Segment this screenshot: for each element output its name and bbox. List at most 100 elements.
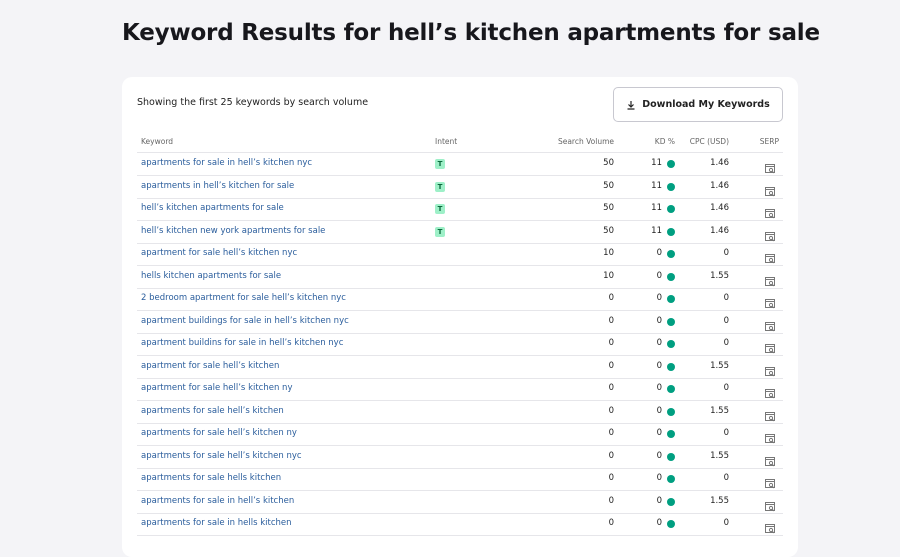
keyword-link[interactable]: apartments for sale hell’s kitchen nyc: [141, 450, 302, 461]
kd-value: 0: [656, 248, 662, 258]
table-row: hell’s kitchen apartments for sale T 50 11 1…: [137, 198, 783, 223]
cpc-value: 1.55: [710, 405, 729, 416]
table-row: apartments for sale in hell’s kitchen ny…: [137, 153, 783, 178]
kd-value: 0: [656, 383, 662, 393]
kd-value: 0: [656, 428, 662, 438]
keyword-link[interactable]: hell’s kitchen new york apartments for s…: [141, 225, 326, 236]
cpc-value: 0: [723, 428, 729, 438]
cpc-value: 0: [723, 518, 729, 528]
summary: Showing the first 25 keywords by search …: [137, 97, 369, 108]
cpc-value: 1.46: [710, 203, 729, 213]
cpc-value: 1.46: [710, 158, 729, 168]
kd-indicator: [667, 497, 675, 506]
serp-icon[interactable]: [765, 384, 776, 403]
table-row: apartment buildins for sale in hell’s ki…: [137, 333, 783, 358]
serp-icon[interactable]: [765, 519, 776, 538]
search-volume: 0: [608, 293, 614, 303]
kd-indicator: [667, 227, 675, 236]
table-row: apartment for sale hell’s kitchen nyc 10 0…: [137, 243, 783, 268]
kd-value: 0: [656, 518, 662, 528]
kd-value: 0: [656, 338, 662, 348]
kd-indicator: [667, 317, 675, 326]
search-volume: 0: [608, 428, 614, 438]
kd-indicator: [667, 520, 675, 528]
page-title: Keyword Results for hell’s kitchen apart…: [122, 20, 820, 46]
kd-indicator: [667, 407, 675, 416]
kd-value: 0: [656, 315, 662, 326]
intent-badge: T: [435, 181, 445, 192]
header-divider: [137, 152, 783, 153]
column-header: Intent: [435, 137, 458, 146]
table-row: hells kitchen apartments for sale 10 0 1.55: [137, 266, 783, 289]
cpc-value: 1.55: [710, 360, 729, 371]
cpc-value: 1.46: [710, 225, 729, 236]
serp-icon[interactable]: [765, 317, 776, 336]
keyword-link[interactable]: apartments in hell’s kitchen for sale: [141, 180, 295, 191]
search-volume: 50: [603, 225, 614, 236]
cpc-value: 0: [723, 315, 729, 326]
download-icon: [627, 100, 635, 110]
serp-icon[interactable]: [765, 182, 776, 201]
keyword-link[interactable]: apartment for sale hell’s kitchen nyc: [141, 248, 298, 258]
kd-indicator: [667, 205, 675, 213]
cpc-value: 0: [723, 383, 729, 393]
search-volume: 0: [608, 450, 614, 461]
cpc-value: 0: [723, 338, 729, 348]
keyword-link[interactable]: apartment for sale hell’s kitchen ny: [141, 383, 293, 393]
cpc-value: 0: [723, 473, 729, 483]
serp-icon[interactable]: [765, 474, 776, 493]
kd-indicator: [667, 160, 675, 168]
serp-icon[interactable]: [765, 204, 776, 223]
serp-icon[interactable]: [765, 452, 776, 471]
table-row: hell’s kitchen new york apartments for s…: [137, 221, 783, 244]
page: Keyword Results for hell’s kitchen apart…: [122, 20, 821, 557]
keyword-link[interactable]: 2 bedroom apartment for sale hell’s kitc…: [141, 293, 346, 303]
table-row: apartments for sale in hell’s kitchen 0 0 1…: [137, 491, 783, 514]
cpc-value: 1.55: [710, 495, 729, 506]
keyword-link[interactable]: hells kitchen apartments for sale: [141, 270, 282, 281]
keyword-link[interactable]: apartment for sale hell’s kitchen: [141, 360, 280, 371]
keyword-link[interactable]: apartments for sale hell’s kitchen ny: [141, 428, 297, 438]
kd-value: 11: [651, 225, 662, 236]
keyword-link[interactable]: apartment buildins for sale in hell’s ki…: [141, 338, 344, 348]
intent-badge: T: [435, 226, 445, 237]
download-button[interactable]: Download My Keywords: [613, 87, 783, 122]
keyword-link[interactable]: apartments for sale in hell’s kitchen: [141, 495, 295, 506]
table-row: apartments for sale hell’s kitchen 0 0 1.55: [137, 401, 783, 424]
serp-icon[interactable]: [765, 407, 776, 426]
kd-value: 0: [656, 473, 662, 483]
keyword-link[interactable]: apartments for sale in hells kitchen: [141, 518, 292, 528]
serp-icon[interactable]: [765, 362, 776, 381]
kd-value: 0: [656, 495, 662, 506]
kd-value: 0: [656, 293, 662, 303]
keyword-link[interactable]: apartments for sale hell’s kitchen: [141, 405, 284, 416]
kd-value: 0: [656, 270, 662, 281]
serp-icon[interactable]: [765, 294, 776, 313]
search-volume: 0: [608, 495, 614, 506]
kd-value: 0: [656, 405, 662, 416]
cpc-value: 0: [723, 248, 729, 258]
column-header: SERP: [759, 137, 779, 146]
keyword-link[interactable]: apartment buildings for sale in hell’s k…: [141, 315, 349, 326]
serp-icon[interactable]: [765, 249, 776, 268]
table-row: apartments for sale in hells kitchen 0 0 0: [137, 513, 783, 538]
serp-icon[interactable]: [765, 429, 776, 448]
serp-icon[interactable]: [765, 227, 776, 246]
table-row: apartment for sale hell’s kitchen 0 0 1.55: [137, 356, 783, 379]
cpc-value: 1.55: [710, 450, 729, 461]
serp-icon[interactable]: [765, 339, 776, 358]
serp-icon[interactable]: [765, 272, 776, 291]
search-volume: 10: [603, 248, 614, 258]
intent-badge: T: [435, 204, 445, 214]
search-volume: 50: [603, 180, 614, 191]
keyword-link[interactable]: apartments for sale in hell’s kitchen ny…: [141, 158, 313, 168]
serp-icon[interactable]: [765, 497, 776, 516]
column-header: KD %: [654, 137, 675, 146]
keyword-link[interactable]: hell’s kitchen apartments for sale: [141, 203, 284, 213]
cpc-value: 0: [723, 293, 729, 303]
serp-icon[interactable]: [765, 159, 776, 178]
search-volume: 0: [608, 473, 614, 483]
keyword-link[interactable]: apartments for sale hells kitchen: [141, 473, 282, 483]
column-header: Search Volume: [557, 137, 614, 146]
kd-value: 11: [651, 158, 662, 168]
